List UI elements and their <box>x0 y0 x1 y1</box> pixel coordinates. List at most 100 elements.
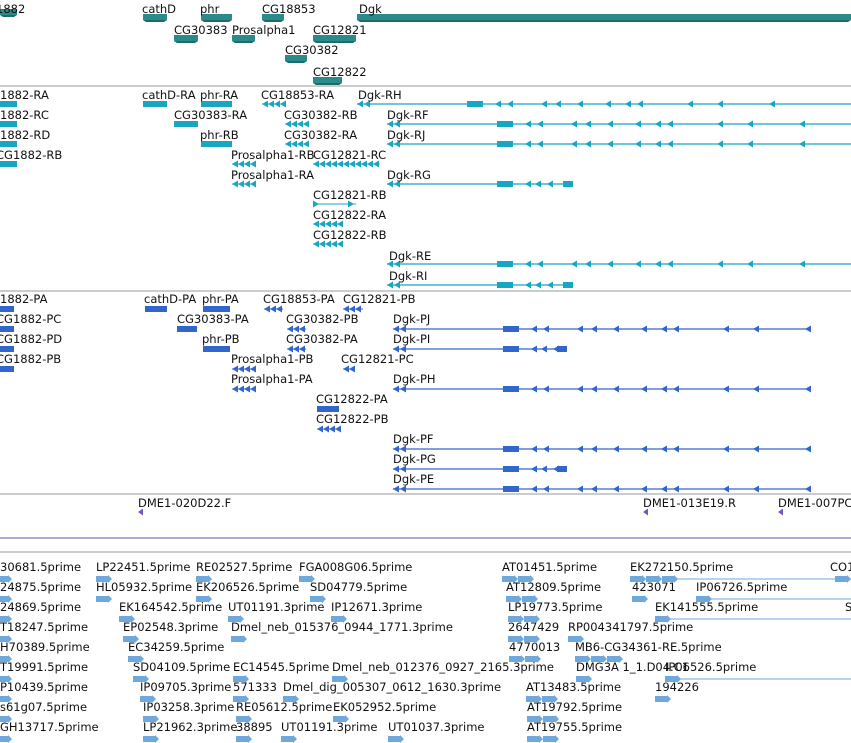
clone-label[interactable]: DME1-020D22.F <box>138 496 232 510</box>
gene-label[interactable]: Prosalpha1 <box>232 23 296 37</box>
est-label[interactable]: Dmel_neb_015376_0944_1771.3prime <box>231 620 453 634</box>
protein-label[interactable]: Dgk-PH <box>393 372 436 386</box>
est-label[interactable]: GH13717.5prime <box>0 720 99 734</box>
est-label[interactable]: P10439.5prime <box>0 680 88 694</box>
est-label[interactable]: 571333 <box>233 680 277 694</box>
est-label[interactable]: IP06726.5prime <box>696 580 788 594</box>
protein-label[interactable]: CG30382-PA <box>286 332 358 346</box>
gene-label[interactable]: Dgk <box>359 2 382 16</box>
est-label[interactable]: EK141555.5prime <box>655 600 759 614</box>
protein-label[interactable]: phr-PB <box>202 332 240 346</box>
gene-label[interactable]: CG12821 <box>313 23 367 37</box>
est-label[interactable]: EC14545.5prime <box>233 660 330 674</box>
protein-label[interactable]: CG12821-PB <box>343 292 416 306</box>
est-label[interactable]: LP21962.3prime <box>143 720 238 734</box>
protein-label[interactable]: CG12821-PC <box>341 352 414 366</box>
transcript-label[interactable]: Prosalpha1-RB <box>231 148 315 162</box>
est-label[interactable]: EK052952.5prime <box>333 700 437 714</box>
est-label[interactable]: EK164542.5prime <box>119 600 223 614</box>
protein-label[interactable]: CG1882-PB <box>0 352 62 366</box>
est-label[interactable]: IP12671.3prime <box>331 600 423 614</box>
gene-label[interactable]: CG30383 <box>174 23 228 37</box>
protein-label[interactable]: Dgk-PE <box>393 472 435 486</box>
est-label[interactable]: EK206526.5prime <box>196 580 300 594</box>
protein-label[interactable]: Dgk-PI <box>393 332 431 346</box>
est-label[interactable]: RE02527.5prime <box>196 560 293 574</box>
est-label[interactable]: LP22451.5prime <box>96 560 191 574</box>
est-label[interactable]: 423071 <box>632 580 676 594</box>
est-label[interactable]: UT01191.3prime <box>281 720 378 734</box>
transcript-label[interactable]: Dgk-RG <box>387 168 431 182</box>
protein-label[interactable]: CG30383-PA <box>177 312 249 326</box>
est-label[interactable]: UT01037.3prime <box>388 720 485 734</box>
protein-label[interactable]: Prosalpha1-PB <box>231 352 314 366</box>
est-label[interactable]: EC34259.5prime <box>128 640 225 654</box>
protein-label[interactable]: CG12822-PA <box>316 392 388 406</box>
est-label[interactable]: RP004341797.5prime <box>568 620 694 634</box>
transcript-label[interactable]: cathD-RA <box>142 88 196 102</box>
est-label[interactable]: 24869.5prime <box>0 600 82 614</box>
transcript-label[interactable]: 1882-RA <box>0 88 49 102</box>
transcript-label[interactable]: CG1882-RB <box>0 148 63 162</box>
transcript-label[interactable]: phr-RB <box>200 128 239 142</box>
protein-label[interactable]: cathD-PA <box>144 292 197 306</box>
protein-label[interactable]: CG30382-PB <box>286 312 359 326</box>
transcript-label[interactable]: CG12821-RB <box>313 188 387 202</box>
transcript-label[interactable]: CG30383-RA <box>174 108 248 122</box>
clone-label[interactable]: DME1-007PC <box>778 496 851 510</box>
est-label[interactable]: Dmel_neb_012376_0927_2165.3prime <box>332 660 554 674</box>
est-label[interactable]: HL05932.5prime <box>96 580 193 594</box>
transcript-label[interactable]: phr-RA <box>200 88 239 102</box>
transcript-label[interactable]: CG12821-RC <box>313 148 387 162</box>
est-label[interactable]: 30681.5prime <box>0 560 82 574</box>
transcript-label[interactable]: Dgk-RE <box>389 249 432 263</box>
transcript-label[interactable]: CG30382-RB <box>284 108 358 122</box>
est-label[interactable]: H70389.5prime <box>0 640 90 654</box>
gene-label[interactable]: CG30382 <box>285 43 339 57</box>
est-label[interactable]: SD04779.5prime <box>310 580 408 594</box>
est-label[interactable]: RE05612.5prime <box>236 700 333 714</box>
protein-label[interactable]: Prosalpha1-PA <box>231 372 313 386</box>
protein-label[interactable]: 1882-PA <box>0 292 48 306</box>
transcript-label[interactable]: Prosalpha1-RA <box>231 168 314 182</box>
est-label[interactable]: S <box>845 600 851 614</box>
est-label[interactable]: FGA008G06.5prime <box>299 560 413 574</box>
transcript-label[interactable]: CG12822-RA <box>313 208 387 222</box>
est-label[interactable]: 4770013 <box>509 640 561 654</box>
est-label[interactable]: MB6-CG34361-RE.5prime <box>575 640 722 654</box>
est-label[interactable]: CO1 <box>830 560 851 574</box>
gene-label[interactable]: CG12822 <box>313 65 367 79</box>
est-label[interactable]: 38895 <box>236 720 273 734</box>
est-label[interactable]: s61g07.5prime <box>0 700 88 714</box>
protein-label[interactable]: Dgk-PG <box>393 452 436 466</box>
protein-label[interactable]: phr-PA <box>202 292 239 306</box>
transcript-label[interactable]: Dgk-RF <box>387 108 429 122</box>
est-label[interactable]: EP02548.3prime <box>123 620 219 634</box>
est-label[interactable]: 2647429 <box>508 620 560 634</box>
transcript-label[interactable]: Dgk-RI <box>389 269 428 283</box>
est-label[interactable]: AT12809.5prime <box>506 580 602 594</box>
protein-label[interactable]: Dgk-PJ <box>393 312 431 326</box>
est-label[interactable]: UT01191.3prime <box>228 600 325 614</box>
est-label[interactable]: IP09705.3prime <box>140 680 232 694</box>
est-label[interactable]: AT01451.5prime <box>502 560 598 574</box>
est-label[interactable]: SD04109.5prime <box>133 660 231 674</box>
est-label[interactable]: AT19792.5prime <box>527 700 623 714</box>
est-label[interactable]: 194226 <box>655 680 699 694</box>
transcript-label[interactable]: CG30382-RA <box>284 128 358 142</box>
protein-label[interactable]: CG12822-PB <box>316 412 389 426</box>
protein-label[interactable]: Dgk-PF <box>393 432 434 446</box>
gene-label[interactable]: phr <box>200 2 220 16</box>
est-label[interactable]: AT13483.5prime <box>526 680 622 694</box>
gene-label[interactable]: 1882 <box>0 2 26 16</box>
est-label[interactable]: LP19773.5prime <box>508 600 603 614</box>
clone-label[interactable]: DME1-013E19.R <box>643 496 737 510</box>
est-label[interactable]: Dmel_dig_005307_0612_1630.3prime <box>283 680 502 694</box>
gene-label[interactable]: CG18853 <box>262 2 316 16</box>
est-label[interactable]: IP03258.3prime <box>143 700 235 714</box>
transcript-label[interactable]: Dgk-RH <box>358 88 402 102</box>
est-label[interactable]: 24875.5prime <box>0 580 82 594</box>
protein-label[interactable]: CG1882-PC <box>0 312 62 326</box>
protein-label[interactable]: CG1882-PD <box>0 332 63 346</box>
est-label[interactable]: T18247.5prime <box>0 620 89 634</box>
